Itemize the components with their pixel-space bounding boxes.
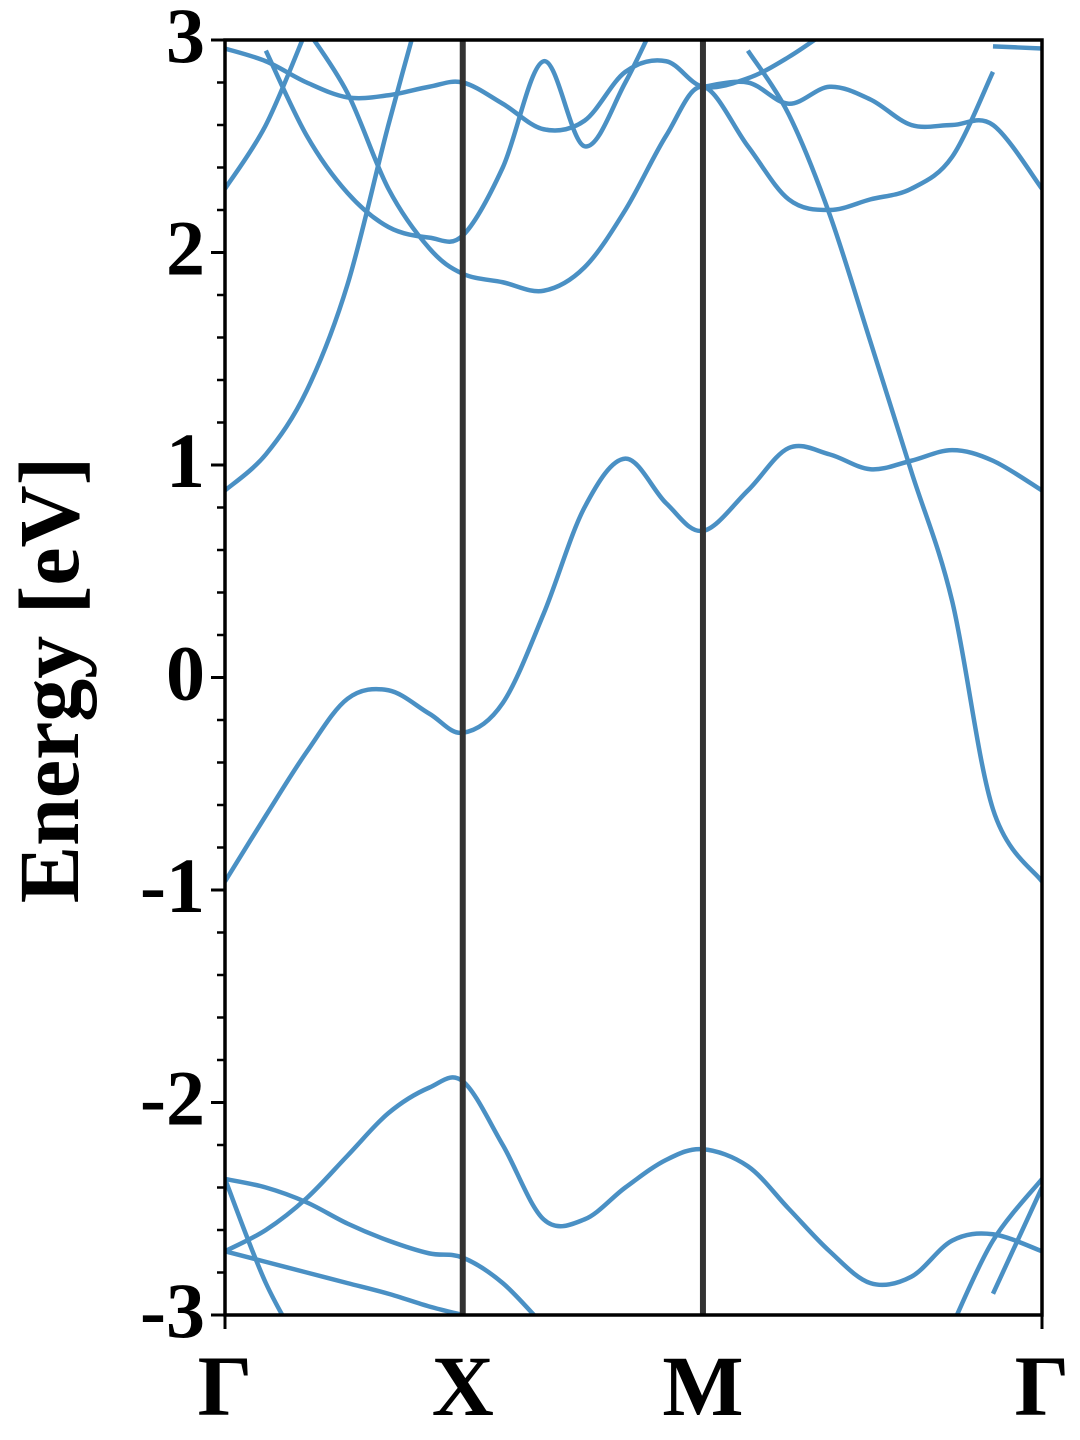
band (702, 79, 1042, 191)
plot-frame (223, 38, 1044, 1317)
band (992, 44, 1042, 51)
y-tick-label: 0 (166, 629, 205, 716)
y-tick-label: 2 (166, 204, 205, 291)
band (225, 1176, 537, 1315)
band (225, 40, 819, 133)
x-tick-label: Γ (198, 1338, 253, 1434)
band (990, 1186, 1042, 1295)
band (225, 1075, 1042, 1288)
x-tick-label: Γ (1015, 1338, 1070, 1434)
y-tick-label: 3 (166, 0, 205, 79)
bands (225, 40, 1042, 1315)
band (954, 1177, 1042, 1315)
band (263, 40, 649, 244)
x-tick-label: X (432, 1338, 494, 1434)
y-tick-label: -1 (140, 842, 205, 929)
band (225, 40, 414, 493)
band (311, 40, 996, 294)
y-tick-label: -3 (140, 1267, 205, 1354)
y-tick-label: 1 (166, 417, 205, 504)
y-axis-label: Energy [eV] (1, 457, 97, 904)
band (225, 1178, 285, 1315)
y-tick-label: -2 (140, 1054, 205, 1141)
band (225, 443, 1042, 883)
band (745, 49, 1042, 883)
band (225, 40, 305, 190)
band (225, 1249, 464, 1315)
x-tick-label: M (662, 1338, 743, 1434)
